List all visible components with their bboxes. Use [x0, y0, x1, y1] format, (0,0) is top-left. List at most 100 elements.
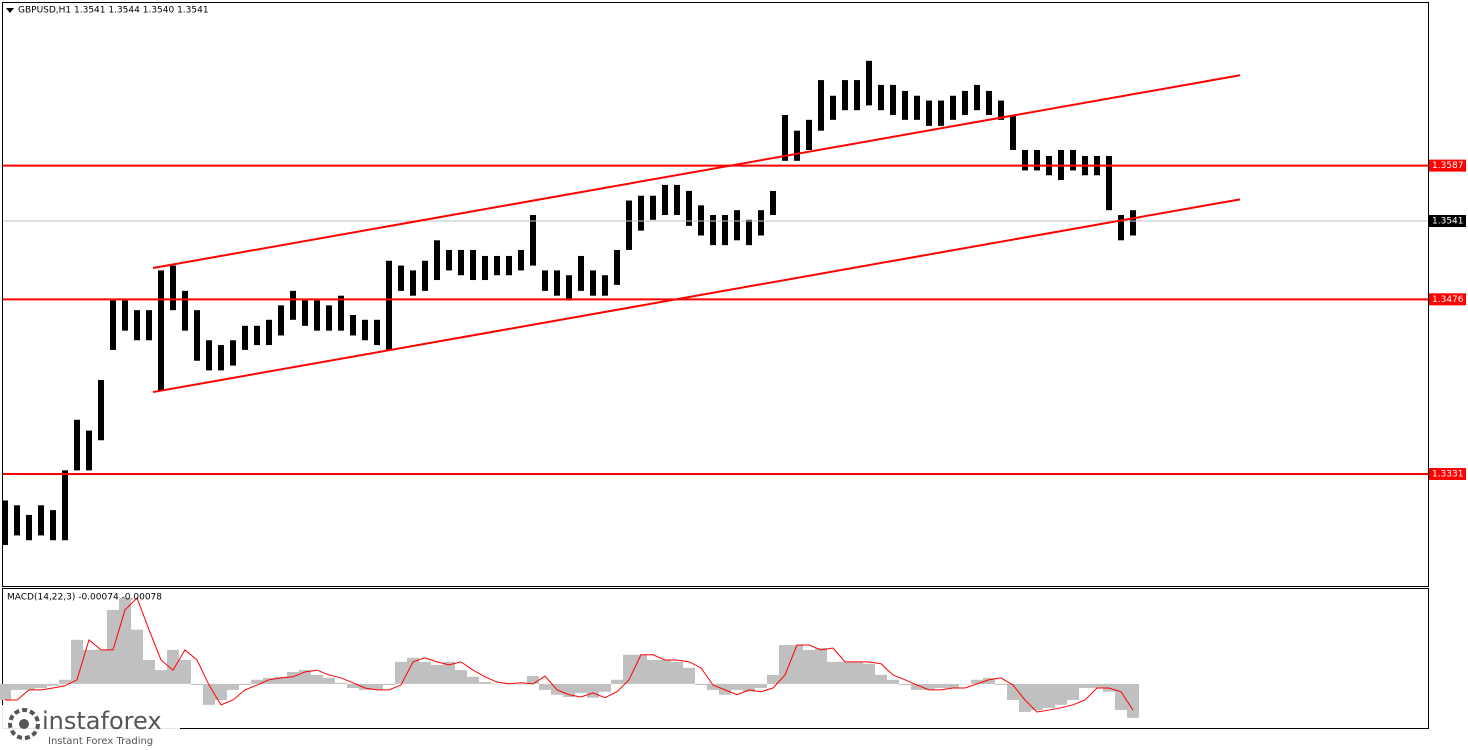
price-bar	[518, 249, 524, 271]
macd-bar	[863, 663, 875, 684]
price-bar	[602, 275, 608, 296]
price-bar	[62, 470, 68, 541]
price-bar	[830, 95, 836, 120]
price-bar	[50, 510, 56, 541]
macd-title: MACD(14,22,3) -0.00074 -0.00078	[7, 593, 162, 603]
price-bar	[1010, 115, 1016, 150]
last-price-label: 1.3541	[1432, 217, 1464, 227]
price-bar	[710, 215, 716, 246]
macd-bar	[191, 683, 203, 686]
macd-bar	[947, 683, 959, 689]
macd-bar	[527, 676, 539, 684]
macd-bar	[923, 683, 935, 690]
price-bar	[854, 80, 860, 111]
macd-bar	[467, 676, 479, 684]
price-bar	[806, 119, 812, 150]
price-bar	[122, 300, 128, 331]
macd-bar	[431, 664, 443, 684]
macd-bar	[287, 671, 299, 684]
price-bar	[686, 190, 692, 226]
price-bar	[698, 205, 704, 236]
price-bar	[1106, 155, 1112, 211]
price-bar	[914, 95, 920, 120]
macd-bar	[275, 676, 287, 684]
macd-bar	[71, 639, 83, 684]
macd-bar	[623, 654, 635, 684]
macd-bar	[1055, 683, 1067, 705]
macd-bar	[95, 649, 107, 684]
price-bar	[14, 505, 20, 536]
price-bar	[1130, 210, 1136, 236]
macd-bar	[131, 629, 143, 684]
price-bar	[1034, 149, 1040, 171]
macd-bar	[587, 683, 599, 698]
price-bar	[158, 270, 164, 391]
price-bar	[986, 90, 992, 116]
price-bar	[110, 300, 116, 350]
macd-bar	[791, 645, 803, 684]
macd-bar	[143, 659, 155, 684]
macd-bar	[899, 683, 911, 686]
macd-bar	[839, 661, 851, 684]
price-bar	[902, 90, 908, 120]
price-bar	[254, 325, 260, 346]
price-bar	[398, 265, 404, 291]
macd-bar	[35, 683, 47, 689]
macd-bar	[887, 679, 899, 684]
price-bar	[878, 84, 884, 111]
macd-bar	[107, 609, 119, 684]
price-bar	[134, 310, 140, 341]
price-bar	[458, 249, 464, 276]
price-bar	[650, 195, 656, 220]
price-bar	[350, 314, 356, 336]
macd-bar	[11, 683, 23, 690]
macd-bar	[215, 683, 227, 700]
macd-bar	[347, 683, 359, 689]
price-bar	[578, 255, 584, 291]
macd-bar	[383, 683, 395, 686]
price-bar	[734, 210, 740, 241]
macd-bar	[935, 683, 947, 689]
price-bar	[374, 319, 380, 346]
macd-bar	[395, 661, 407, 684]
level-label: 1.3331	[1432, 469, 1464, 479]
macd-bar	[983, 677, 995, 684]
price-bar	[326, 305, 332, 331]
price-bar	[146, 310, 152, 341]
price-bar	[890, 84, 896, 116]
price-bar	[590, 270, 596, 296]
price-bar	[614, 249, 620, 285]
macd-bar	[779, 645, 791, 684]
price-bar	[38, 505, 44, 536]
macd-bar	[167, 649, 179, 684]
macd-bar	[707, 683, 719, 690]
watermark: instaforex Instant Forex Trading	[0, 705, 180, 750]
price-bar	[866, 60, 872, 106]
macd-bar	[731, 683, 743, 690]
price-bar	[494, 255, 500, 276]
macd-bar	[647, 659, 659, 684]
price-bar	[938, 100, 944, 126]
macd-bar	[359, 683, 371, 690]
price-bar	[782, 115, 788, 161]
macd-bar	[683, 667, 695, 684]
price-bar	[302, 300, 308, 326]
macd-bar	[851, 661, 863, 684]
price-bar	[1070, 149, 1076, 171]
macd-bar	[995, 683, 1007, 686]
macd-bar	[539, 683, 551, 690]
macd-bar	[311, 674, 323, 684]
price-bar	[74, 419, 80, 471]
macd-bar	[755, 683, 767, 689]
price-bar	[818, 80, 824, 131]
price-bar	[722, 215, 728, 246]
macd-bar	[371, 683, 383, 690]
price-bar	[542, 270, 548, 291]
macd-bar	[1067, 683, 1079, 700]
macd-bar	[875, 674, 887, 684]
macd-bar	[803, 649, 815, 684]
macd-bar	[611, 679, 623, 684]
macd-bar	[671, 661, 683, 684]
macd-bar	[1007, 683, 1019, 700]
